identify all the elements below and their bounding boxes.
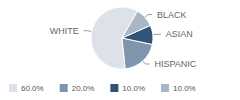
svg-text:60.0%: 60.0% <box>21 84 44 93</box>
svg-text:20.0%: 20.0% <box>72 84 95 93</box>
svg-text:WHITE: WHITE <box>50 26 79 36</box>
svg-text:ASIAN: ASIAN <box>166 29 193 39</box>
svg-text:HISPANIC: HISPANIC <box>154 59 196 69</box>
svg-text:10.0%: 10.0% <box>173 84 196 93</box>
svg-text:10.0%: 10.0% <box>122 84 145 93</box>
svg-text:BLACK: BLACK <box>157 10 187 20</box>
